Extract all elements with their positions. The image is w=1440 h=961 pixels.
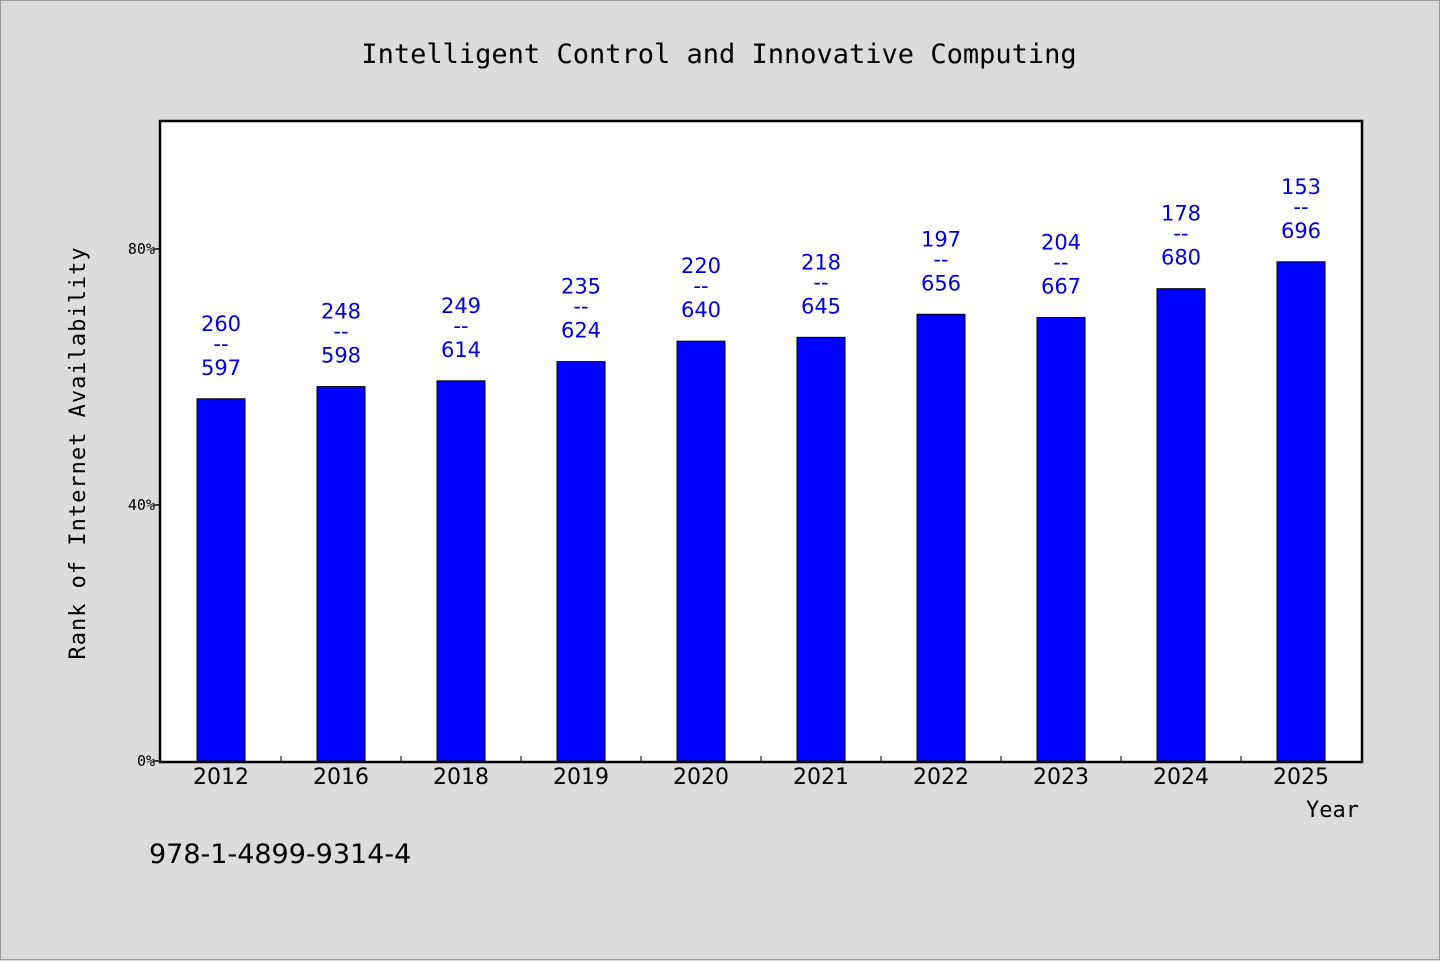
data-label-separator: -- [1293, 195, 1308, 219]
data-label-top: 204 [1041, 230, 1081, 254]
data-label-separator: -- [813, 270, 828, 294]
data-label-top: 260 [201, 312, 241, 336]
y-tick-label: 0% [137, 752, 155, 770]
x-axis: 2012 2016 2018 2019 2020 2021 2022 2023 2024 2025 [193, 756, 1329, 790]
data-label-top: 197 [921, 227, 961, 251]
bar [196, 398, 246, 762]
x-tick-label: 2012 [193, 765, 249, 790]
x-tick-label: 2020 [673, 765, 729, 790]
x-tick-label: 2019 [553, 765, 609, 790]
x-tick-label: 2024 [1153, 765, 1209, 790]
data-label-top: 218 [801, 250, 841, 274]
data-label-bottom: 597 [201, 356, 241, 380]
data-labels: 260--597248--598249--614235--624220--640… [201, 175, 1321, 380]
x-tick-label: 2022 [913, 765, 969, 790]
y-tick-label: 40% [128, 496, 155, 514]
data-label-separator: -- [573, 295, 588, 319]
y-axis: 0% 40% 80% [128, 240, 161, 770]
data-label-top: 153 [1281, 175, 1321, 199]
data-label-top: 249 [441, 294, 481, 318]
footer-code: 978-1-4899-9314-4 [149, 839, 411, 870]
bar [676, 340, 726, 762]
data-label-separator: -- [333, 320, 348, 344]
x-tick-label: 2021 [793, 765, 849, 790]
bar-series [196, 261, 1326, 762]
data-label-bottom: 598 [321, 344, 361, 368]
data-label-top: 220 [681, 254, 721, 278]
data-label-top: 178 [1161, 202, 1201, 226]
bar [1036, 316, 1086, 762]
x-tick-label: 2023 [1033, 765, 1089, 790]
data-label-separator: -- [453, 314, 468, 338]
data-label-bottom: 656 [921, 271, 961, 295]
data-label-bottom: 614 [441, 338, 481, 362]
data-label-bottom: 667 [1041, 274, 1081, 298]
data-label-top: 248 [321, 300, 361, 324]
data-label-top: 235 [561, 275, 601, 299]
bar [1156, 288, 1206, 762]
data-label-separator: -- [213, 332, 228, 356]
data-label-bottom: 624 [561, 319, 601, 343]
data-label-bottom: 640 [681, 298, 721, 322]
data-label-bottom: 680 [1161, 246, 1201, 270]
bar [556, 361, 606, 762]
data-label-bottom: 645 [801, 294, 841, 318]
data-label-separator: -- [933, 247, 948, 271]
bar [436, 380, 486, 762]
bar [916, 313, 966, 762]
data-label-separator: -- [1173, 222, 1188, 246]
y-tick-label: 80% [128, 240, 155, 258]
data-label-separator: -- [693, 274, 708, 298]
x-tick-label: 2016 [313, 765, 369, 790]
bar [796, 336, 846, 762]
bar [316, 386, 366, 762]
data-label-separator: -- [1053, 250, 1068, 274]
x-tick-label: 2025 [1273, 765, 1329, 790]
bar [1276, 261, 1326, 762]
chart-title: Intelligent Control and Innovative Compu… [361, 39, 1076, 70]
x-tick-label: 2018 [433, 765, 489, 790]
data-label-bottom: 696 [1281, 219, 1321, 243]
x-axis-title: Year [1306, 798, 1359, 823]
y-axis-title: Rank of Internet Availability [66, 246, 91, 659]
